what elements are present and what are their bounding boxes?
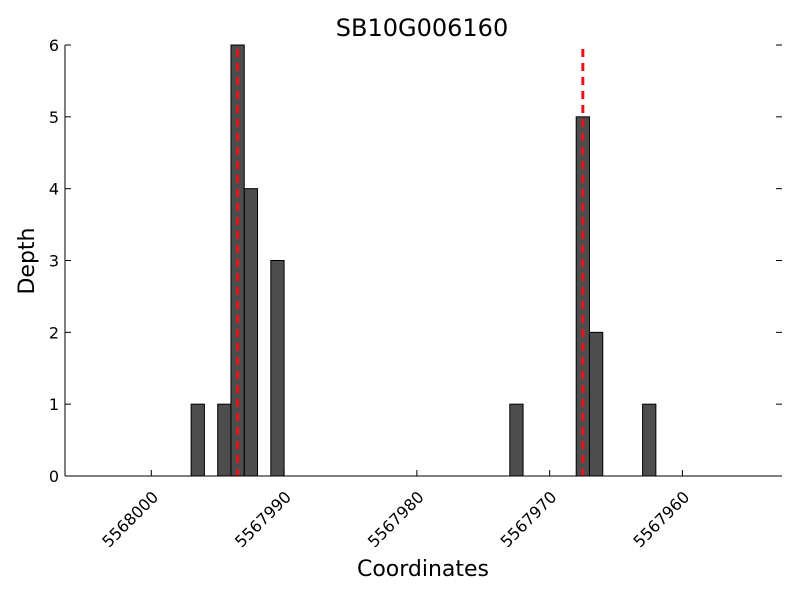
ytick-label-6: 6: [49, 36, 59, 55]
ytick-label-5: 5: [49, 108, 59, 127]
ytick-label-0: 0: [49, 467, 59, 486]
y-axis-label: Depth: [15, 227, 40, 294]
bar-5: [509, 403, 524, 477]
y-axis-ticks: 0 1 2 3 4 5 6: [49, 36, 782, 486]
xtick-label-3: 5567970: [497, 487, 561, 551]
bar-3: [243, 188, 259, 477]
chart-title: SB10G006160: [336, 14, 508, 42]
xtick-label-2: 5567980: [364, 487, 428, 551]
plot-area: [190, 44, 657, 477]
x-axis-label: Coordinates: [357, 557, 489, 582]
xtick-label-0: 5568000: [98, 487, 162, 551]
bar-0: [190, 403, 205, 477]
ytick-label-4: 4: [49, 180, 59, 199]
xtick-label-1: 5567990: [231, 487, 295, 551]
bar-8: [642, 403, 657, 477]
ytick-label-3: 3: [49, 252, 59, 271]
x-axis-ticks: 5568000 5567990 5567980 5567970 5567960: [98, 470, 693, 551]
bar-4: [270, 260, 285, 477]
xtick-label-4: 5567960: [629, 487, 693, 551]
bar-6: [575, 116, 590, 477]
ytick-label-2: 2: [49, 323, 59, 342]
bar-7: [588, 331, 604, 477]
ytick-label-1: 1: [49, 395, 59, 414]
bar-1: [217, 403, 232, 477]
